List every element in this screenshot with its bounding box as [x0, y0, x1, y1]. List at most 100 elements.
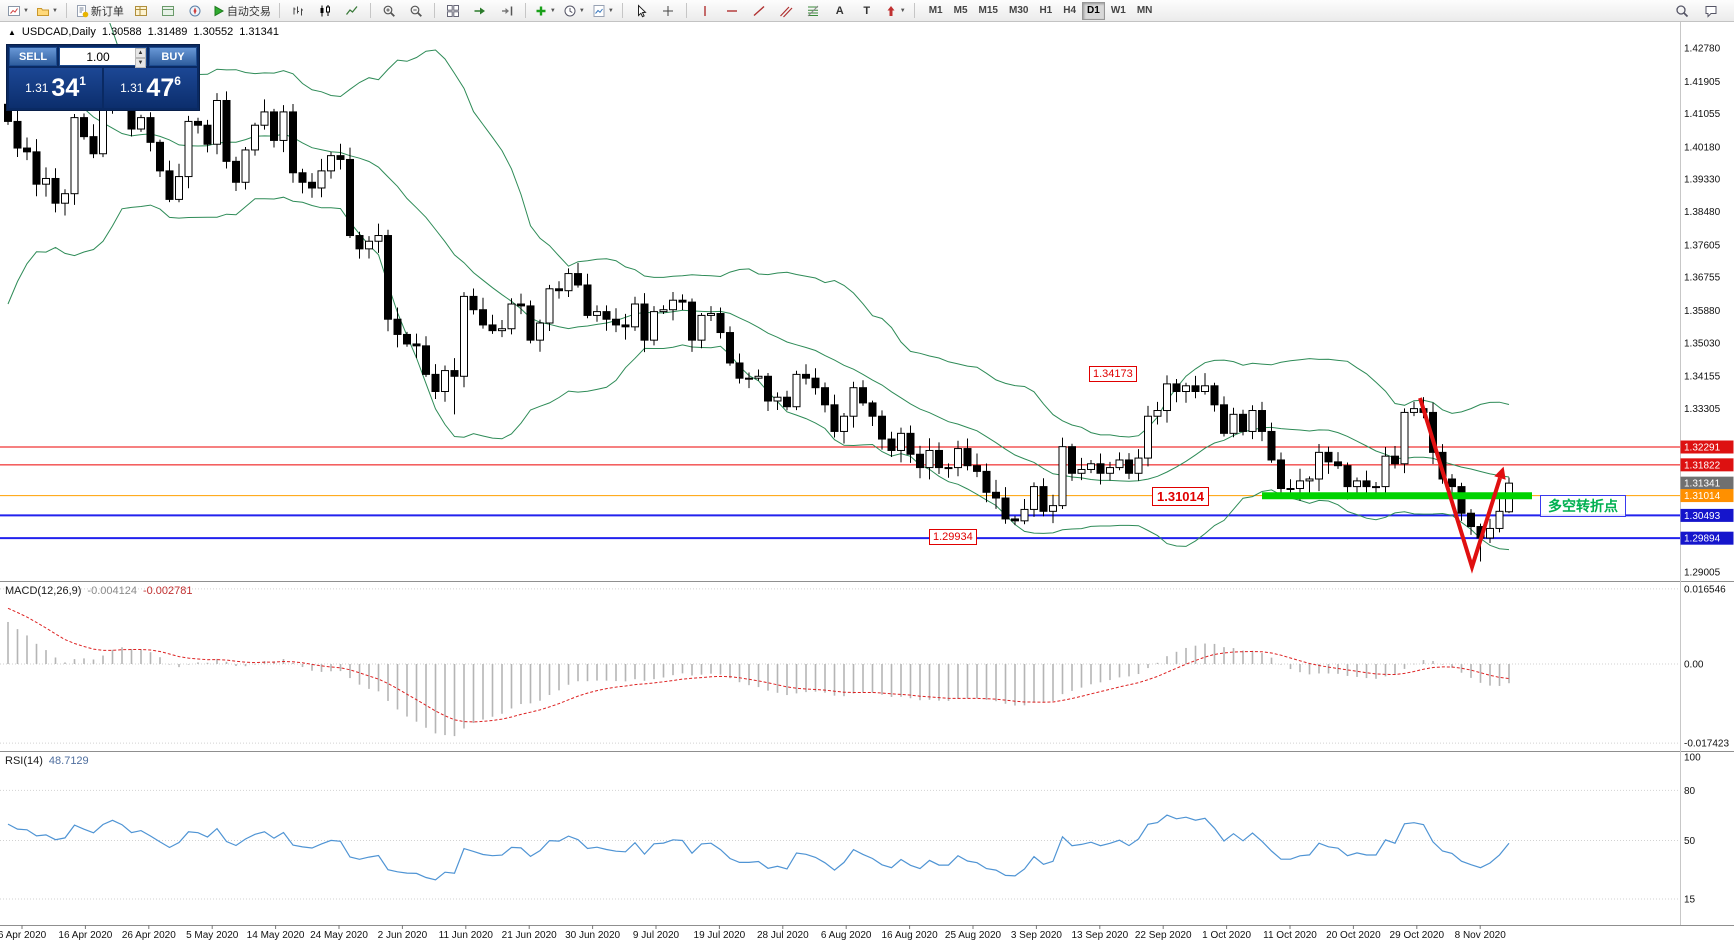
date-label: 16 Aug 2020	[882, 930, 939, 941]
annotation-label-3[interactable]: 多空转折点	[1540, 495, 1626, 517]
rsi-line	[7, 814, 1510, 881]
auto-scroll-button[interactable]	[467, 1, 493, 21]
search-icon	[1676, 4, 1689, 17]
volume-down-button[interactable]: ▼	[135, 58, 146, 68]
search-button[interactable]	[1669, 1, 1695, 21]
price-tick-label: 1.36755	[1684, 273, 1721, 284]
annotation-label-1[interactable]: 1.31014	[1152, 487, 1209, 506]
trendline-button[interactable]	[746, 1, 772, 21]
annotation-label-2[interactable]: 1.29934	[929, 529, 977, 545]
chevron-down-icon: ▼	[578, 7, 585, 14]
chart-shift-button[interactable]	[494, 1, 520, 21]
chevron-down-icon: ▼	[549, 7, 556, 14]
text-tool-button[interactable]: A	[827, 1, 853, 21]
price-tick-label: 1.40180	[1684, 142, 1721, 153]
data-window-button[interactable]	[155, 1, 181, 21]
date-label: 11 Jun 2020	[439, 930, 494, 941]
date-label: 30 Jun 2020	[565, 930, 620, 941]
market-watch-button[interactable]	[128, 1, 154, 21]
macd-signal-line	[7, 607, 1510, 723]
date-axis[interactable]: 6 Apr 2020 16 Apr 2020 26 Apr 2020 5 May 20…	[0, 925, 1506, 941]
timeframe-button-W1[interactable]: W1	[1110, 5, 1126, 16]
timeframe-button-MN[interactable]: MN	[1136, 5, 1153, 16]
text-a-icon: A	[835, 4, 844, 17]
navigator-compass-icon	[189, 5, 201, 16]
volume-up-button[interactable]: ▲	[135, 48, 146, 58]
chart-shift-icon	[501, 6, 513, 15]
new-order-button[interactable]: 新订单	[72, 1, 127, 21]
community-button[interactable]	[1698, 1, 1724, 21]
date-label: 14 May 2020	[247, 930, 305, 941]
ohlc-low: 1.30552	[193, 26, 234, 38]
profiles-button[interactable]: ▼	[33, 1, 61, 21]
price-tick-label: 1.39330	[1684, 175, 1721, 186]
price-tick-label: 1.29005	[1684, 568, 1721, 579]
vertical-line-button[interactable]	[692, 1, 718, 21]
zoom-in-icon	[383, 5, 395, 17]
toolbar-separator	[524, 3, 526, 18]
new-chart-button[interactable]: ▼	[4, 1, 32, 21]
timeframe-button-H1[interactable]: H1	[1039, 5, 1053, 16]
symbol-period-label: USDCAD,Daily	[21, 26, 96, 38]
rsi-scale-label: 80	[1684, 786, 1696, 797]
autotrading-button[interactable]: 自动交易	[209, 1, 274, 21]
arrow-objects-button[interactable]: ▼	[881, 1, 909, 21]
timeframe-buttons: M1 M5 M15 M30 H1 H4 D1 W1 MN	[924, 1, 1158, 20]
timeframe-button-D1[interactable]: D1	[1082, 1, 1105, 20]
text-label-tool-button[interactable]: T	[854, 1, 880, 21]
macd-value-signal: -0.002781	[142, 585, 193, 597]
timeframe-button-M30[interactable]: M30	[1008, 5, 1029, 16]
timeframe-button-M5[interactable]: M5	[953, 5, 968, 16]
red-trend-arrow[interactable]	[1418, 397, 1502, 574]
timeframe-button-M1[interactable]: M1	[928, 5, 943, 16]
navigator-button[interactable]	[182, 1, 208, 21]
annotation-label-0[interactable]: 1.34173	[1089, 366, 1137, 382]
candlestick-chart-button[interactable]	[312, 1, 338, 21]
profiles-folder-icon	[36, 7, 49, 16]
zoom-in-button[interactable]	[376, 1, 402, 21]
periods-button[interactable]: ▼	[560, 1, 588, 21]
date-label: 6 Aug 2020	[821, 930, 872, 941]
channel-button[interactable]	[773, 1, 799, 21]
text-t-icon: T	[863, 4, 871, 17]
fibonacci-button[interactable]	[800, 1, 826, 21]
sell-price-panel[interactable]: 1.31 34 1	[9, 68, 102, 108]
collapse-one-click-icon[interactable]: ▲	[8, 27, 16, 37]
timeframe-button-H4[interactable]: H4	[1063, 5, 1077, 16]
bar-chart-icon	[293, 6, 303, 15]
rsi-scale-label: 50	[1684, 836, 1696, 847]
macd-name: MACD(12,26,9)	[5, 585, 82, 597]
sell-button[interactable]: SELL	[9, 47, 57, 66]
bar-chart-button[interactable]	[285, 1, 311, 21]
autotrading-play-icon	[214, 5, 224, 16]
volume-input[interactable]	[60, 48, 146, 65]
fibonacci-icon	[807, 5, 819, 16]
price-marker-label: 1.32291	[1684, 443, 1721, 454]
price-marker-label: 1.29894	[1684, 534, 1721, 545]
toolbar-separator	[621, 3, 623, 18]
timeframe-button-M15[interactable]: M15	[978, 5, 998, 16]
price-scale[interactable]: 1.42780 1.41905 1.41055 1.40180 1.39330 1.384…	[1680, 44, 1734, 579]
price-marker-1.31014	[1680, 489, 1734, 503]
zoom-out-button[interactable]	[403, 1, 429, 21]
tile-windows-button[interactable]	[440, 1, 466, 21]
crosshair-button[interactable]	[655, 1, 681, 21]
chevron-down-icon: ▼	[23, 7, 29, 14]
line-chart-button[interactable]	[339, 1, 365, 21]
chat-bubble-icon	[1705, 5, 1717, 18]
date-label: 6 Apr 2020	[0, 930, 47, 941]
new-order-label: 新订单	[90, 5, 124, 18]
buy-price-panel[interactable]: 1.31 47 6	[104, 68, 197, 108]
date-label: 19 Jul 2020	[694, 930, 746, 941]
candles	[4, 52, 1513, 562]
price-marker-label: 1.31014	[1684, 491, 1721, 502]
buy-button[interactable]: BUY	[149, 47, 197, 66]
indicators-button[interactable]: ▼	[531, 1, 559, 21]
hline-objects[interactable]	[0, 446, 1680, 540]
buy-price-big: 47	[146, 73, 175, 102]
templates-button[interactable]: ▼	[589, 1, 617, 21]
horizontal-line-button[interactable]	[719, 1, 745, 21]
cursor-button[interactable]	[628, 1, 654, 21]
